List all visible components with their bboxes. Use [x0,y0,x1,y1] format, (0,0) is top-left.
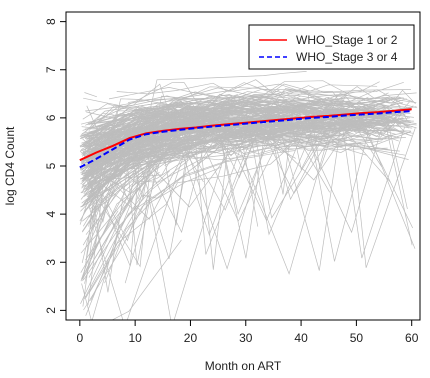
trajectory-line [108,87,259,100]
y-tick-label: 7 [44,66,58,73]
trajectory-line [90,106,413,234]
trajectory-line [81,91,391,135]
trajectory-line [83,114,384,167]
y-axis: 2 3 4 5 6 7 8 [44,18,66,314]
x-tick-label: 60 [405,331,419,345]
trajectory-line [88,104,282,131]
y-tick-label: 3 [44,259,58,266]
trajectory-line [87,184,101,194]
x-axis-title: Month on ART [205,359,282,373]
trajectory-line [86,133,391,201]
trajectory-line [81,89,403,263]
x-tick-label: 10 [128,331,142,345]
trajectory-line [87,135,388,197]
trajectory-line [90,140,383,301]
trajectory-line [89,99,408,209]
trajectory-line [83,86,391,136]
trajectory-line [89,93,348,135]
trajectory-line [87,109,146,130]
series-line-stage34 [79,110,412,169]
x-tick-label: 40 [294,331,308,345]
trajectory-line [89,137,189,293]
trajectory-line [83,135,384,320]
trajectory-line [88,122,229,147]
trajectory-line [138,107,417,136]
trajectory-line [88,88,388,126]
trajectory-line [85,210,119,272]
y-tick-label: 5 [44,162,58,169]
trajectory-line [87,102,384,141]
trajectory-line [114,146,196,170]
trajectory-line [80,123,351,194]
trajectory-line [90,136,178,173]
trajectory-line [82,145,409,227]
trajectory-line [80,109,187,140]
trajectory-line [81,94,238,131]
background-trajectories [79,71,418,320]
trajectory-line [88,129,387,203]
trajectory-line [82,79,378,120]
legend-box [248,24,415,70]
trajectory-line [86,132,126,152]
trajectory-line [84,114,133,145]
trajectory-line [116,82,412,95]
trajectory-line [88,116,404,278]
y-tick-label: 2 [44,307,58,314]
trajectory-line [79,111,256,210]
trajectory-line [82,182,121,246]
y-tick-label: 8 [44,18,58,25]
trajectory-line [83,81,380,157]
trajectory-line [96,143,174,225]
trajectory-line [90,131,129,155]
trajectory-line [85,148,192,235]
trajectory-line [90,138,196,185]
trajectory-line [160,91,337,118]
mean-lines [79,108,412,169]
trajectory-line [79,132,144,165]
trajectory-line [83,139,97,158]
trajectory-line [89,109,411,260]
legend: WHO_Stage 1 or 2 WHO_Stage 3 or 4 [248,24,415,70]
trajectory-line [91,100,391,270]
x-axis: 0 10 20 30 40 50 60 [76,320,419,345]
trajectory-line [88,135,325,320]
trajectory-line [89,151,164,210]
trajectory-line [128,97,205,103]
y-tick-label: 6 [44,114,58,121]
x-tick-label: 20 [184,331,198,345]
x-tick-label: 30 [239,331,253,345]
y-tick-label: 4 [44,210,58,217]
trajectory-line [79,137,123,147]
trajectory-line [104,166,222,284]
trajectory-line [84,92,98,98]
trajectory-line [85,170,170,298]
trajectory-line [85,98,344,195]
trajectory-line [81,239,182,320]
y-axis-title: log CD4 Count [3,126,17,205]
legend-label-stage12: WHO_Stage 1 or 2 [296,33,398,47]
legend-label-stage34: WHO_Stage 3 or 4 [296,50,398,64]
x-tick-label: 50 [350,331,364,345]
x-tick-label: 0 [76,331,83,345]
